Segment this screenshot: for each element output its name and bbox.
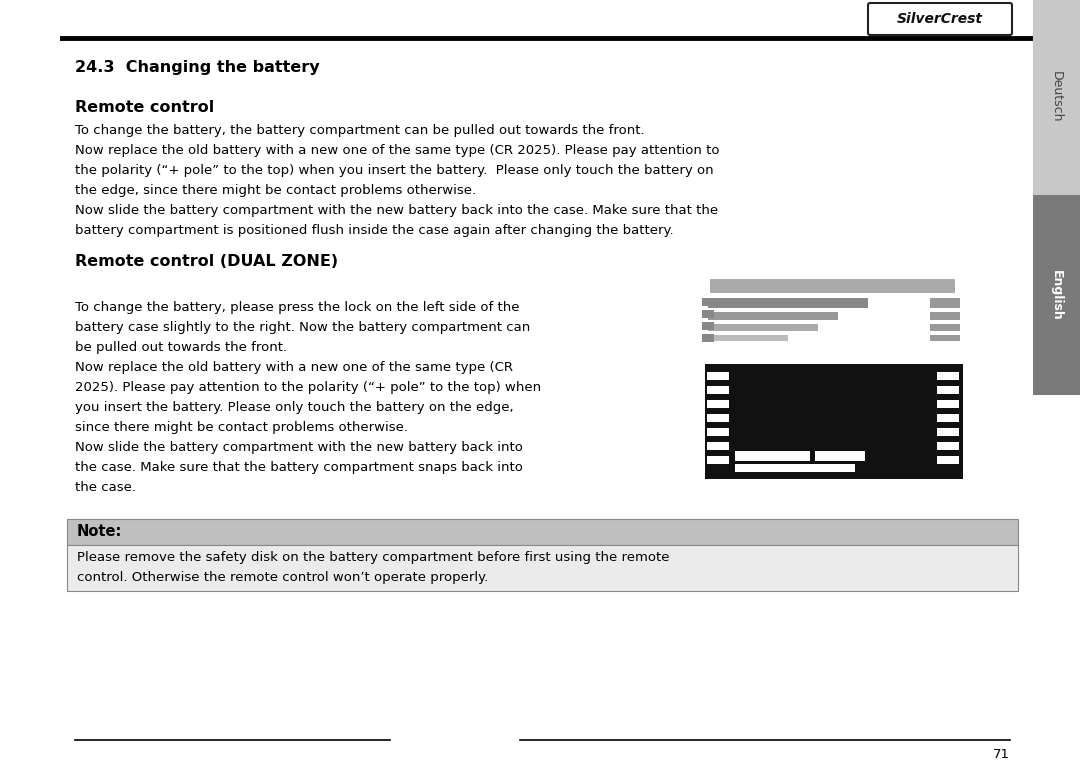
Text: Now slide the battery compartment with the new battery back into the case. Make : Now slide the battery compartment with t… — [75, 204, 718, 217]
Text: the case.: the case. — [75, 481, 136, 494]
Bar — [707, 414, 729, 422]
Bar — [930, 335, 960, 341]
Bar — [937, 386, 959, 394]
Text: Deutsch: Deutsch — [1050, 72, 1063, 123]
Bar — [1032, 0, 1080, 195]
Bar — [710, 279, 955, 293]
Bar — [705, 364, 963, 479]
Text: since there might be contact problems otherwise.: since there might be contact problems ot… — [75, 421, 408, 434]
Text: To change the battery, please press the lock on the left side of the: To change the battery, please press the … — [75, 301, 519, 314]
Bar — [702, 334, 714, 342]
Text: the polarity (“+ pole” to the top) when you insert the battery.  Please only tou: the polarity (“+ pole” to the top) when … — [75, 164, 714, 177]
Text: the case. Make sure that the battery compartment snaps back into: the case. Make sure that the battery com… — [75, 461, 523, 474]
Bar — [937, 400, 959, 408]
FancyBboxPatch shape — [868, 3, 1012, 35]
Text: Now replace the old battery with a new one of the same type (CR 2025). Please pa: Now replace the old battery with a new o… — [75, 144, 719, 157]
Text: English: English — [1050, 270, 1063, 320]
Text: battery compartment is positioned flush inside the case again after changing the: battery compartment is positioned flush … — [75, 224, 674, 237]
Bar — [735, 451, 810, 461]
Bar — [937, 372, 959, 380]
Bar — [707, 386, 729, 394]
Text: Now slide the battery compartment with the new battery back into: Now slide the battery compartment with t… — [75, 441, 523, 454]
Bar — [707, 456, 729, 464]
Bar — [67, 545, 1018, 591]
Bar — [930, 312, 960, 320]
Bar — [937, 456, 959, 464]
Bar — [1032, 195, 1080, 395]
Text: Remote control: Remote control — [75, 100, 214, 115]
Bar — [708, 298, 868, 308]
Text: SilverCrest: SilverCrest — [897, 12, 983, 26]
Bar — [67, 519, 1018, 545]
Bar — [815, 451, 865, 461]
Bar — [707, 400, 729, 408]
Bar — [930, 298, 960, 308]
Bar — [708, 312, 838, 320]
Bar — [937, 428, 959, 436]
Text: you insert the battery. Please only touch the battery on the edge,: you insert the battery. Please only touc… — [75, 401, 514, 414]
Bar — [707, 372, 729, 380]
Text: 2025). Please pay attention to the polarity (“+ pole” to the top) when: 2025). Please pay attention to the polar… — [75, 381, 541, 394]
Text: 24.3  Changing the battery: 24.3 Changing the battery — [75, 60, 320, 75]
Bar — [937, 414, 959, 422]
Text: 71: 71 — [993, 748, 1010, 761]
Bar — [937, 442, 959, 450]
Bar — [702, 310, 714, 318]
Bar — [702, 322, 714, 330]
Bar — [708, 335, 788, 341]
Text: Now replace the old battery with a new one of the same type (CR: Now replace the old battery with a new o… — [75, 361, 513, 374]
Text: Remote control (DUAL ZONE): Remote control (DUAL ZONE) — [75, 254, 338, 269]
Text: be pulled out towards the front.: be pulled out towards the front. — [75, 341, 287, 354]
Text: Note:: Note: — [77, 524, 122, 539]
Bar — [930, 324, 960, 331]
Text: control. Otherwise the remote control won’t operate properly.: control. Otherwise the remote control wo… — [77, 571, 488, 584]
Bar — [735, 464, 855, 472]
Bar — [707, 442, 729, 450]
Bar — [700, 274, 970, 489]
Bar — [707, 428, 729, 436]
Bar — [708, 324, 818, 331]
Text: battery case slightly to the right. Now the battery compartment can: battery case slightly to the right. Now … — [75, 321, 530, 334]
Text: To change the battery, the battery compartment can be pulled out towards the fro: To change the battery, the battery compa… — [75, 124, 645, 137]
Bar — [702, 298, 714, 306]
Text: Please remove the safety disk on the battery compartment before first using the : Please remove the safety disk on the bat… — [77, 551, 670, 564]
Text: the edge, since there might be contact problems otherwise.: the edge, since there might be contact p… — [75, 184, 476, 197]
